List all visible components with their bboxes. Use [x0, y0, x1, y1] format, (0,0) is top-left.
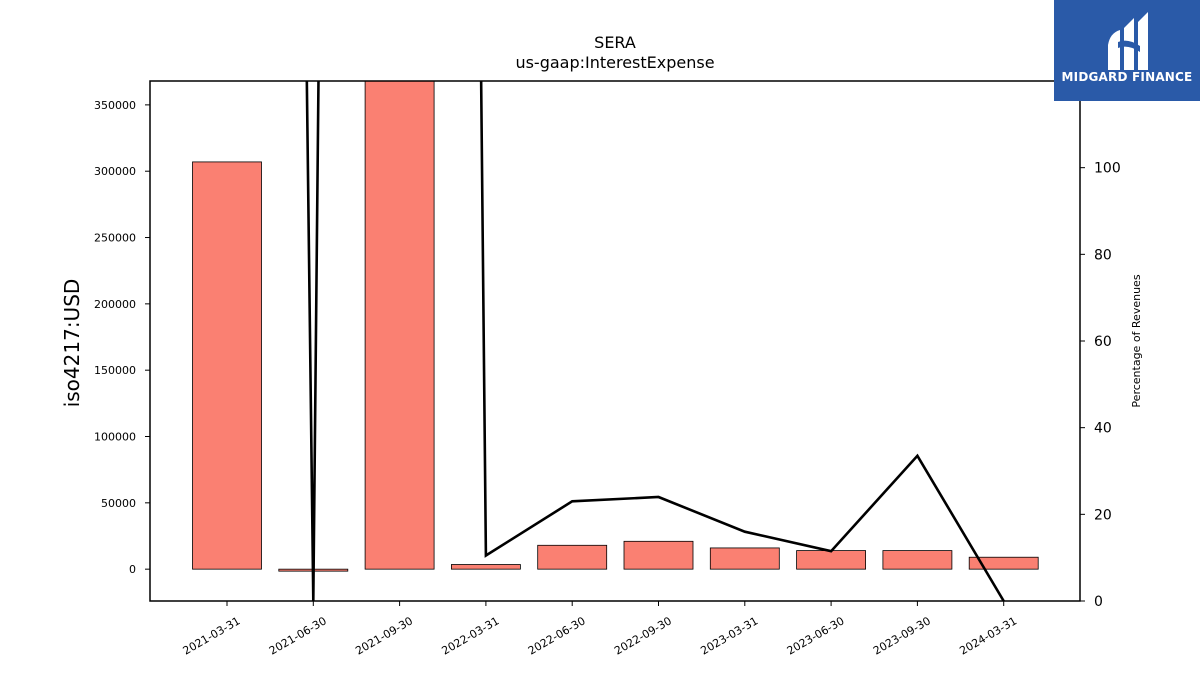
y-tick-label: 300000	[94, 165, 136, 178]
bar	[623, 540, 694, 570]
bar	[192, 161, 262, 570]
y-tick-label: 150000	[94, 364, 136, 377]
x-tick-label: 2023-06-30	[785, 614, 847, 657]
bar	[968, 556, 1039, 570]
y2-tick-label: 0	[1094, 594, 1103, 610]
y2-tick-label: 80	[1094, 247, 1112, 263]
bar	[709, 547, 780, 570]
logo-text: MIDGARD FINANCE	[1061, 70, 1193, 84]
bar	[796, 550, 866, 570]
bar-series	[192, 81, 1039, 572]
x-tick-label: 2021-06-30	[267, 614, 329, 657]
y2-tick-label: 40	[1094, 421, 1112, 437]
x-tick-label: 2023-03-31	[698, 614, 760, 657]
y2-tick-label: 20	[1094, 507, 1112, 523]
bar	[450, 564, 521, 570]
bar	[364, 81, 435, 570]
y-axis-label: iso4217:USD	[60, 279, 84, 408]
x-tick-label: 2022-06-30	[526, 614, 588, 657]
y-tick-label: 250000	[94, 232, 136, 245]
y-tick-label: 200000	[94, 298, 136, 311]
x-tick-label: 2021-03-31	[181, 614, 243, 657]
bar	[882, 550, 953, 570]
x-tick-label: 2021-09-30	[353, 614, 415, 657]
x-tick-label: 2022-09-30	[612, 614, 674, 657]
logo-mark-icon	[1108, 12, 1148, 70]
y-tick-label: 100000	[94, 431, 136, 444]
y-axis-right: 0 20 40 60 80 100	[1080, 161, 1121, 610]
x-tick-label: 2024-03-31	[957, 614, 1019, 657]
line-series	[305, 81, 1005, 601]
line-path	[305, 81, 1005, 601]
chart-subtitle: us-gaap:InterestExpense	[515, 53, 714, 72]
y2-axis-label: Percentage of Revenues	[1130, 274, 1143, 407]
y-tick-label: 350000	[94, 99, 136, 112]
y-tick-label: 50000	[101, 497, 136, 510]
y-tick-label: 0	[129, 563, 136, 576]
x-tick-label: 2023-09-30	[871, 614, 933, 657]
y2-tick-label: 100	[1094, 161, 1121, 177]
x-tick-label: 2022-03-31	[440, 614, 502, 657]
x-axis: 2021-03-31 2021-06-30 2021-09-30 2022-03-31…	[181, 601, 1019, 658]
chart-title: SERA	[594, 33, 636, 52]
plot-frame	[149, 80, 1081, 602]
y2-tick-label: 60	[1094, 334, 1112, 350]
y-axis-left: 0 50000 100000 150000 200000 250000 300000 3500…	[94, 99, 150, 576]
company-logo: MIDGARD FINANCE	[1054, 0, 1200, 101]
bar	[537, 544, 608, 570]
